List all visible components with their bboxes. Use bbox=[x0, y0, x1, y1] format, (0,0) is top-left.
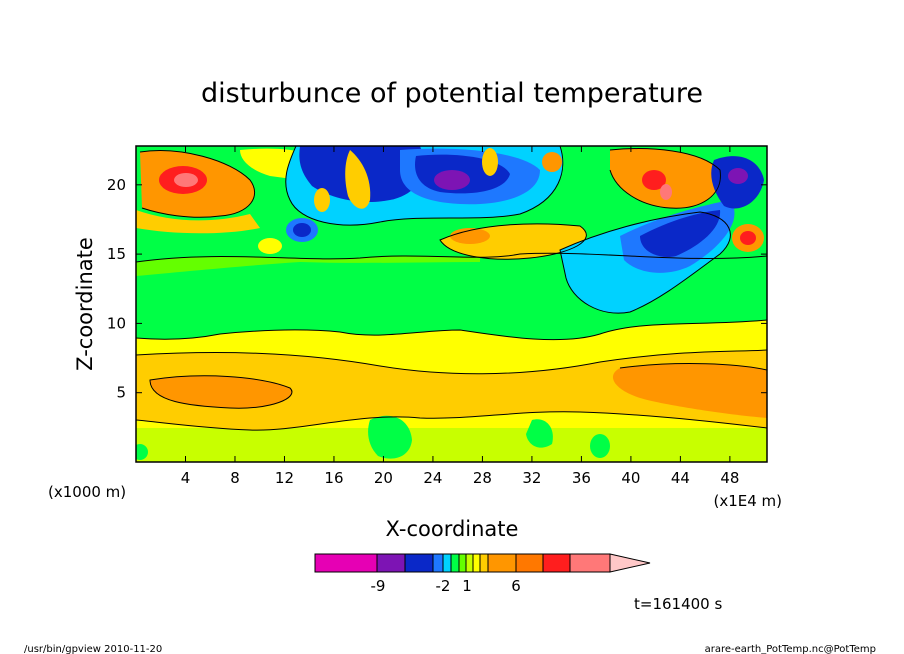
colorbar-label: -2 bbox=[436, 577, 451, 595]
x-tick-label: 48 bbox=[720, 469, 739, 487]
x-tick-label: 32 bbox=[522, 469, 541, 487]
colorbar-cell bbox=[458, 553, 467, 573]
y-tick-label: 20 bbox=[107, 176, 126, 194]
colorbar-cell bbox=[442, 553, 452, 573]
colorbar-cell bbox=[465, 553, 474, 573]
colorbar-cell bbox=[515, 553, 544, 573]
y-tick-label: 10 bbox=[107, 314, 126, 332]
x-tick-label: 8 bbox=[230, 469, 240, 487]
x-tick-label: 40 bbox=[621, 469, 640, 487]
x-axis-ticks: 4 8 12 16 20 24 28 32 36 40 44 48 bbox=[181, 146, 739, 487]
footer-right: arare-earth_PotTemp.nc@PotTemp bbox=[705, 644, 876, 654]
colorbar-cell bbox=[542, 553, 571, 573]
x-units-right: (x1E4 m) bbox=[713, 492, 782, 510]
y-tick-label: 15 bbox=[107, 245, 126, 263]
colorbar-label: 1 bbox=[462, 577, 472, 595]
colorbar-cell bbox=[376, 553, 406, 573]
colorbar-cell bbox=[487, 553, 517, 573]
heatmap-field bbox=[136, 146, 767, 462]
x-tick-label: 44 bbox=[671, 469, 690, 487]
colorbar-cell bbox=[432, 553, 444, 573]
x-axis-label: X-coordinate bbox=[386, 517, 519, 541]
colorbar-cell bbox=[314, 553, 378, 573]
y-axis-ticks: 5 10 15 20 bbox=[107, 176, 767, 402]
x-tick-label: 12 bbox=[275, 469, 294, 487]
colorbar-cell bbox=[569, 553, 611, 573]
colorbar-cell bbox=[479, 553, 489, 573]
colorbar-label: -9 bbox=[371, 577, 386, 595]
y-tick-label: 5 bbox=[116, 384, 126, 402]
x-tick-label: 28 bbox=[473, 469, 492, 487]
colorbar bbox=[314, 553, 651, 573]
colorbar-cell bbox=[404, 553, 434, 573]
x-tick-label: 24 bbox=[423, 469, 442, 487]
y-axis-label: Z-coordinate bbox=[73, 237, 97, 371]
x-tick-label: 20 bbox=[374, 469, 393, 487]
footer-left: /usr/bin/gpview 2010-11-20 bbox=[24, 644, 162, 654]
x-tick-label: 4 bbox=[181, 469, 191, 487]
x-tick-label: 36 bbox=[572, 469, 591, 487]
colorbar-cell bbox=[472, 553, 481, 573]
colorbar-labels: -9 -2 1 6 bbox=[371, 577, 521, 595]
colorbar-cell bbox=[450, 553, 460, 573]
x-tick-label: 16 bbox=[324, 469, 343, 487]
colorbar-label: 6 bbox=[511, 577, 521, 595]
chart-title: disturbunce of potential temperature bbox=[201, 78, 703, 109]
time-label: t=161400 s bbox=[634, 595, 722, 613]
x-units-left: (x1000 m) bbox=[48, 483, 126, 501]
plot-frame bbox=[135, 145, 768, 463]
colorbar-arrow bbox=[609, 553, 651, 573]
